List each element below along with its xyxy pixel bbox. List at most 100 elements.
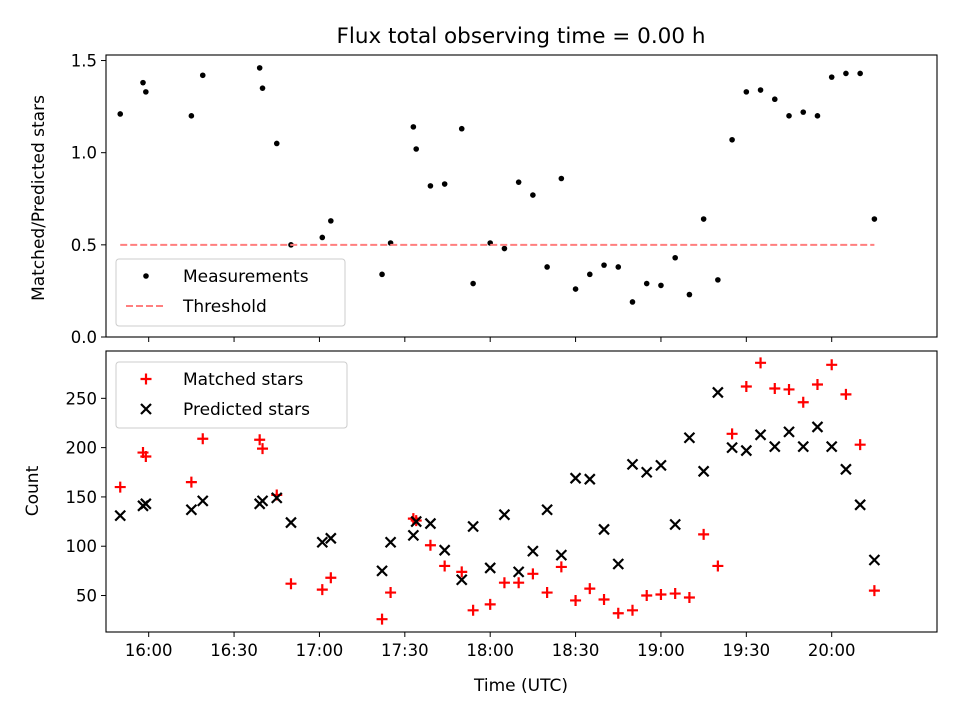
bottom-y-tick-label: 200 <box>66 439 98 458</box>
top-legend: Measurements Threshold <box>115 258 346 327</box>
data-point <box>257 443 269 455</box>
data-point <box>259 85 266 91</box>
data-point <box>615 264 622 270</box>
data-point <box>641 590 653 602</box>
data-point <box>669 518 681 531</box>
x-tick-label: 20:00 <box>808 641 856 660</box>
data-point <box>413 146 420 152</box>
data-point <box>740 444 753 457</box>
data-point <box>669 588 681 600</box>
data-point <box>612 607 624 619</box>
legend-dot-handle <box>143 273 149 279</box>
data-point <box>325 572 337 584</box>
data-point <box>643 280 650 287</box>
data-point <box>140 498 152 510</box>
data-point <box>498 577 510 589</box>
top-y-tick-label: 1.5 <box>71 52 97 71</box>
data-point <box>726 441 738 454</box>
x-tick-label: 17:30 <box>381 641 429 660</box>
data-point <box>800 109 807 115</box>
bottom-y-tick-label: 250 <box>66 389 98 408</box>
data-point <box>256 65 263 71</box>
data-point <box>458 125 465 132</box>
data-point <box>316 536 329 549</box>
data-point <box>441 181 448 187</box>
data-point <box>598 593 610 605</box>
data-point <box>196 495 209 507</box>
data-point <box>683 431 696 444</box>
x-tick-label: 17:00 <box>296 641 344 660</box>
data-point <box>498 508 511 521</box>
data-point <box>273 140 280 147</box>
data-point <box>826 359 838 371</box>
data-point <box>256 495 269 507</box>
data-point <box>376 565 388 577</box>
data-point <box>527 568 539 580</box>
data-point <box>410 515 422 528</box>
data-point <box>527 545 539 557</box>
data-point <box>729 136 735 143</box>
data-point <box>270 492 283 504</box>
data-point <box>655 459 667 472</box>
data-point <box>871 216 878 222</box>
data-point <box>254 434 266 446</box>
data-point <box>541 503 553 516</box>
data-point <box>828 74 835 80</box>
bottom-y-tick-label: 50 <box>76 587 97 606</box>
series-matched-stars <box>114 357 880 625</box>
data-point <box>672 254 678 261</box>
x-tick-label: 18:30 <box>552 641 600 660</box>
data-point <box>712 560 724 572</box>
data-point <box>743 89 750 95</box>
x-tick-label: 19:30 <box>723 641 771 660</box>
top-y-axis-label: Matched/Predicted stars <box>29 95 49 301</box>
data-point <box>438 544 451 556</box>
data-point <box>712 386 724 399</box>
data-point <box>544 264 550 270</box>
chart-title: Flux total observing time = 0.00 h <box>337 24 706 49</box>
data-point <box>868 554 881 566</box>
data-point <box>555 561 567 573</box>
x-tick-label: 19:00 <box>637 641 685 660</box>
data-point <box>385 587 397 599</box>
data-point <box>814 113 821 119</box>
data-point <box>754 429 767 441</box>
top-y-tick-label: 0.0 <box>71 328 97 347</box>
data-point <box>114 481 126 493</box>
data-point <box>626 458 639 471</box>
data-point <box>786 113 792 119</box>
data-point <box>376 613 388 625</box>
data-point <box>601 262 607 268</box>
data-point <box>843 70 849 77</box>
legend-label: Predicted stars <box>183 400 310 420</box>
top-legend-box <box>115 258 346 327</box>
data-point <box>530 192 536 198</box>
data-point <box>185 476 197 488</box>
data-point <box>797 396 809 408</box>
data-point <box>612 558 625 570</box>
x-tick-label: 18:00 <box>466 641 514 660</box>
data-point <box>683 591 695 603</box>
data-point <box>410 124 417 130</box>
x-tick-label: 16:30 <box>210 641 258 660</box>
data-point <box>783 383 795 395</box>
x-axis-label: Time (UTC) <box>473 676 568 696</box>
data-point <box>757 87 764 93</box>
data-point <box>771 96 778 103</box>
data-point <box>555 549 568 561</box>
bottom-panel-count-plot: 50 100 150 200 250 16:00 16:30 17:00 17:30 18:00 1… <box>66 350 938 660</box>
data-point <box>470 280 476 287</box>
data-point <box>570 594 582 606</box>
legend-label: Threshold <box>182 297 267 317</box>
data-point <box>384 536 397 549</box>
series-measurements <box>117 65 878 305</box>
data-point <box>456 566 468 578</box>
data-point <box>598 523 610 536</box>
data-point <box>857 70 863 77</box>
data-point <box>840 388 852 400</box>
data-point <box>467 604 479 616</box>
data-point <box>140 79 146 86</box>
data-point <box>424 539 436 551</box>
